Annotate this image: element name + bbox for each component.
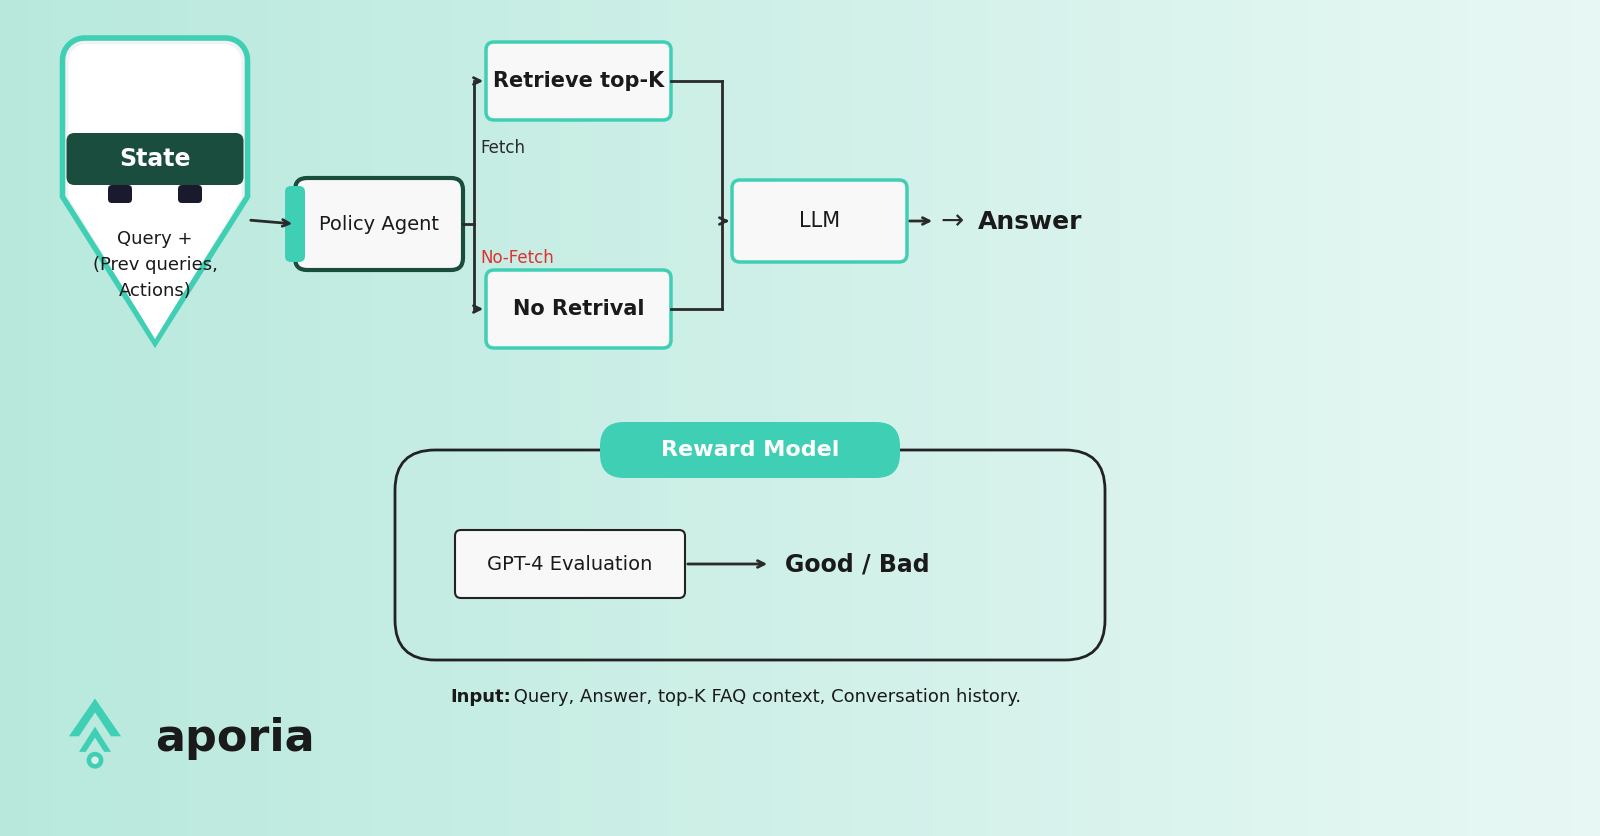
Bar xyxy=(480,0,509,836)
FancyBboxPatch shape xyxy=(294,178,462,270)
FancyBboxPatch shape xyxy=(486,270,670,348)
Bar xyxy=(347,0,376,836)
Polygon shape xyxy=(62,38,248,343)
FancyBboxPatch shape xyxy=(600,422,899,478)
Bar xyxy=(1333,0,1362,836)
Bar xyxy=(507,0,536,836)
Bar xyxy=(0,0,29,836)
Bar xyxy=(1067,0,1096,836)
Bar xyxy=(613,0,642,836)
Bar xyxy=(1520,0,1549,836)
Polygon shape xyxy=(78,726,110,752)
Bar xyxy=(1387,0,1416,836)
Bar xyxy=(587,0,616,836)
Bar xyxy=(373,0,402,836)
Bar xyxy=(1253,0,1282,836)
Text: aporia: aporia xyxy=(155,716,315,759)
Bar xyxy=(1147,0,1176,836)
Bar xyxy=(800,0,829,836)
Text: Policy Agent: Policy Agent xyxy=(318,215,438,233)
Bar xyxy=(1360,0,1389,836)
Bar xyxy=(853,0,882,836)
Text: Input:: Input: xyxy=(450,688,510,706)
Text: Fetch: Fetch xyxy=(480,139,525,157)
Bar xyxy=(667,0,696,836)
Circle shape xyxy=(86,752,104,768)
Bar xyxy=(107,0,136,836)
Bar xyxy=(1040,0,1069,836)
Bar xyxy=(907,0,936,836)
Polygon shape xyxy=(69,44,242,339)
Text: LLM: LLM xyxy=(798,211,840,231)
Bar xyxy=(187,0,216,836)
Polygon shape xyxy=(69,699,122,737)
Bar xyxy=(267,0,296,836)
FancyBboxPatch shape xyxy=(109,185,131,203)
Bar xyxy=(773,0,802,836)
FancyBboxPatch shape xyxy=(733,180,907,262)
Bar xyxy=(1200,0,1229,836)
Text: Retrieve top-K: Retrieve top-K xyxy=(493,71,664,91)
FancyBboxPatch shape xyxy=(178,185,202,203)
Bar xyxy=(960,0,989,836)
Text: No-Fetch: No-Fetch xyxy=(480,249,554,267)
Text: Query, Answer, top-K FAQ context, Conversation history.: Query, Answer, top-K FAQ context, Conver… xyxy=(509,688,1021,706)
Text: Answer: Answer xyxy=(978,210,1083,234)
Bar xyxy=(80,0,109,836)
Bar xyxy=(827,0,856,836)
Bar xyxy=(560,0,589,836)
Bar xyxy=(213,0,242,836)
Bar xyxy=(1227,0,1256,836)
FancyBboxPatch shape xyxy=(486,42,670,120)
Bar xyxy=(1493,0,1522,836)
Text: Good / Bad: Good / Bad xyxy=(786,552,930,576)
Circle shape xyxy=(91,757,99,764)
Bar xyxy=(880,0,909,836)
FancyBboxPatch shape xyxy=(285,186,306,262)
Bar xyxy=(747,0,776,836)
Text: State: State xyxy=(120,147,190,171)
Bar xyxy=(933,0,962,836)
Bar xyxy=(133,0,162,836)
Bar xyxy=(400,0,429,836)
Bar xyxy=(1120,0,1149,836)
Bar xyxy=(1280,0,1309,836)
Bar xyxy=(533,0,562,836)
FancyBboxPatch shape xyxy=(454,530,685,598)
Bar xyxy=(1173,0,1202,836)
Bar xyxy=(640,0,669,836)
Bar xyxy=(1093,0,1122,836)
Bar xyxy=(53,0,82,836)
Bar xyxy=(1013,0,1042,836)
Bar xyxy=(160,0,189,836)
Bar xyxy=(987,0,1016,836)
Text: GPT-4 Evaluation: GPT-4 Evaluation xyxy=(488,554,653,573)
Bar xyxy=(720,0,749,836)
Text: No Retrival: No Retrival xyxy=(512,299,645,319)
Bar xyxy=(320,0,349,836)
Text: Query +
(Prev queries,
Actions): Query + (Prev queries, Actions) xyxy=(93,230,218,300)
Text: →: → xyxy=(941,207,963,235)
Bar xyxy=(1467,0,1496,836)
Bar xyxy=(693,0,722,836)
FancyBboxPatch shape xyxy=(67,133,243,185)
Text: Reward Model: Reward Model xyxy=(661,440,838,460)
Bar xyxy=(1547,0,1576,836)
Bar xyxy=(27,0,56,836)
Bar xyxy=(240,0,269,836)
Bar xyxy=(293,0,322,836)
Bar xyxy=(1573,0,1600,836)
Bar xyxy=(1307,0,1336,836)
Bar xyxy=(1440,0,1469,836)
Bar xyxy=(427,0,456,836)
Bar xyxy=(453,0,482,836)
Bar xyxy=(1413,0,1442,836)
